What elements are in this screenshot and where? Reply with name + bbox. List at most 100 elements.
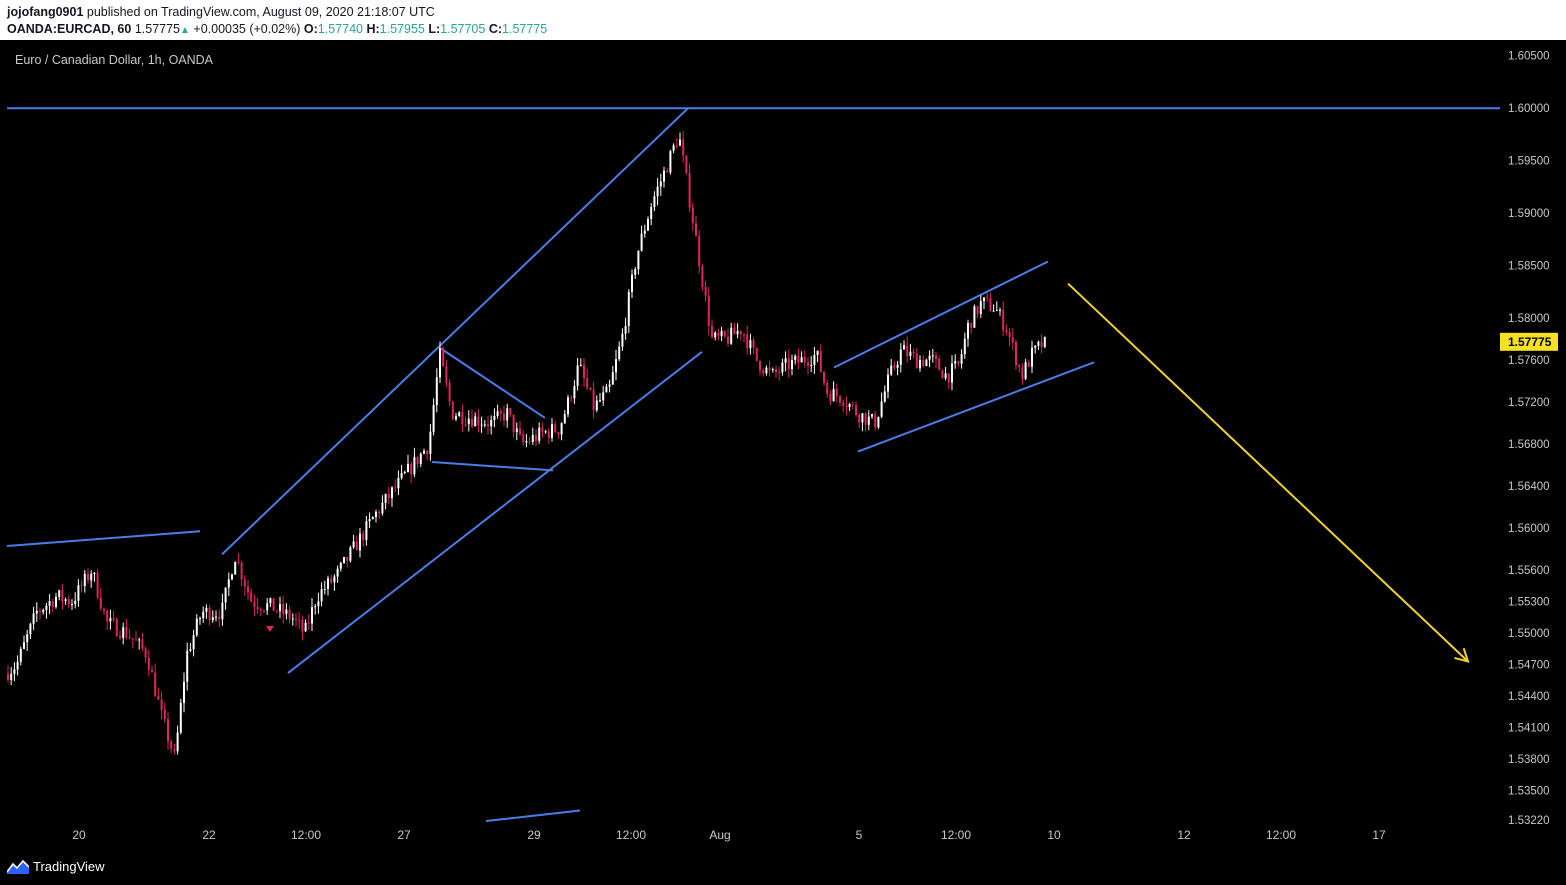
candle-body [282, 604, 285, 614]
candle-body [807, 362, 809, 366]
candle [343, 556, 345, 565]
candle-body [96, 572, 99, 598]
candle [675, 138, 678, 149]
candle-body [685, 155, 688, 173]
candle [800, 351, 803, 363]
candle [512, 414, 515, 438]
candle [503, 405, 505, 427]
candle [759, 360, 761, 376]
candle [138, 637, 141, 650]
chart-area[interactable]: Euro / Canadian Dollar, 1h, OANDA 1.6050… [0, 40, 1566, 850]
candle [1015, 339, 1017, 370]
candle [656, 178, 659, 206]
candle [867, 410, 870, 431]
trend-line[interactable] [857, 361, 1095, 453]
trend-line[interactable] [440, 347, 546, 419]
candle [355, 535, 358, 551]
candle-body [16, 661, 19, 670]
last-price: 1.57775 [134, 22, 180, 36]
candle [163, 702, 166, 724]
candle-body [423, 450, 425, 454]
price-tick-label: 1.58000 [1508, 313, 1550, 325]
candle [528, 436, 531, 445]
candle-body [247, 586, 249, 593]
candle [112, 610, 115, 622]
candle [349, 545, 352, 563]
candle [704, 280, 707, 302]
candle-body [407, 463, 409, 472]
candle-body [557, 432, 560, 435]
tradingview-brand[interactable]: TradingView [33, 859, 105, 874]
candle [791, 354, 793, 376]
candle-body [330, 578, 333, 583]
time-tick-label: 12:00 [941, 828, 971, 842]
candle [7, 665, 9, 683]
trend-line[interactable] [287, 350, 703, 674]
candle [384, 493, 387, 510]
candle [560, 422, 563, 441]
candle-body [576, 365, 579, 386]
candle [285, 603, 288, 620]
candle-body [154, 672, 157, 696]
candle-body [400, 473, 403, 478]
candle [32, 606, 35, 630]
trend-line[interactable] [431, 461, 554, 472]
candle-body [903, 345, 905, 350]
time-tick-label: 10 [1047, 828, 1061, 842]
arrow-head-icon [1454, 647, 1470, 663]
candle-body [861, 413, 864, 423]
candle [227, 572, 230, 597]
candle [979, 295, 982, 318]
candle-body [704, 286, 707, 296]
candle [666, 167, 669, 173]
time-tick-label: 12 [1177, 828, 1191, 842]
tradingview-logo-icon[interactable] [7, 859, 29, 874]
candle [487, 416, 489, 435]
candle [352, 534, 355, 549]
price-tick-label: 1.60000 [1508, 103, 1550, 115]
candle [519, 420, 521, 437]
candle-body [435, 377, 438, 406]
trend-line[interactable] [6, 530, 201, 547]
candle [298, 611, 301, 630]
trend-line[interactable] [833, 260, 1049, 369]
candle-body [327, 578, 329, 589]
candle [1027, 359, 1030, 368]
candle [842, 399, 845, 413]
candle-body [688, 172, 691, 208]
candle [637, 250, 640, 275]
candle [451, 400, 454, 421]
trend-line[interactable] [485, 809, 581, 823]
candle [903, 340, 905, 350]
candle-body [474, 416, 477, 427]
candle-body [736, 330, 739, 335]
candlestick-chart[interactable]: Euro / Canadian Dollar, 1h, OANDA 1.6050… [0, 40, 1566, 850]
candle-body [1037, 341, 1040, 346]
forecast-arrow-line[interactable] [1067, 282, 1469, 663]
candle-body [611, 372, 614, 385]
candle-body [893, 365, 896, 368]
price-tick-label: 1.56400 [1508, 481, 1550, 493]
candle-body [1015, 342, 1017, 366]
candle-body [563, 414, 566, 424]
candle-body [791, 360, 793, 370]
candle [634, 266, 637, 279]
candle [467, 410, 470, 432]
candle [13, 662, 16, 682]
candle [743, 333, 745, 343]
candle-body [461, 412, 464, 424]
candle-body [128, 637, 131, 639]
author-name[interactable]: jojofang0901 [7, 5, 84, 19]
candle-body [752, 340, 755, 348]
candle [339, 561, 342, 572]
candle-body [496, 411, 499, 416]
candle [282, 595, 285, 624]
candle-body [531, 434, 534, 443]
candle-body [883, 391, 886, 402]
candle-body [48, 601, 51, 606]
candle-body [592, 389, 595, 411]
time-tick-label: 5 [856, 828, 863, 842]
candle-body [656, 186, 659, 197]
candle-body [381, 502, 384, 514]
trend-line[interactable] [221, 107, 689, 556]
